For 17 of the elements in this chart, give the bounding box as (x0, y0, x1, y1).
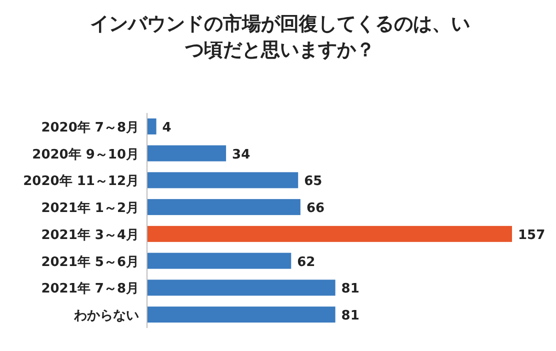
category-label: 2020年 9～10月 (32, 147, 139, 162)
category-label: 2020年 11～12月 (23, 174, 139, 190)
data-label: 65 (304, 174, 322, 190)
category-label: わからない (74, 308, 139, 324)
data-label: 66 (306, 201, 325, 216)
data-label: 62 (297, 254, 316, 270)
category-label: 2020年 7～8月 (41, 120, 139, 136)
data-label: 4 (162, 120, 172, 136)
data-label: 81 (341, 282, 360, 297)
category-label: 2021年 7～8月 (41, 282, 139, 297)
category-label: 2021年 3～4月 (41, 228, 139, 243)
data-label: 157 (518, 228, 546, 243)
category-label: 2021年 1～2月 (41, 201, 139, 216)
data-label: 34 (232, 147, 250, 162)
title: インバウンドの市場が回復してくるのは、いつ頃だと思いますか？ (90, 13, 470, 61)
category-label: 2021年 5～6月 (41, 254, 139, 270)
data-label: 81 (341, 308, 360, 324)
